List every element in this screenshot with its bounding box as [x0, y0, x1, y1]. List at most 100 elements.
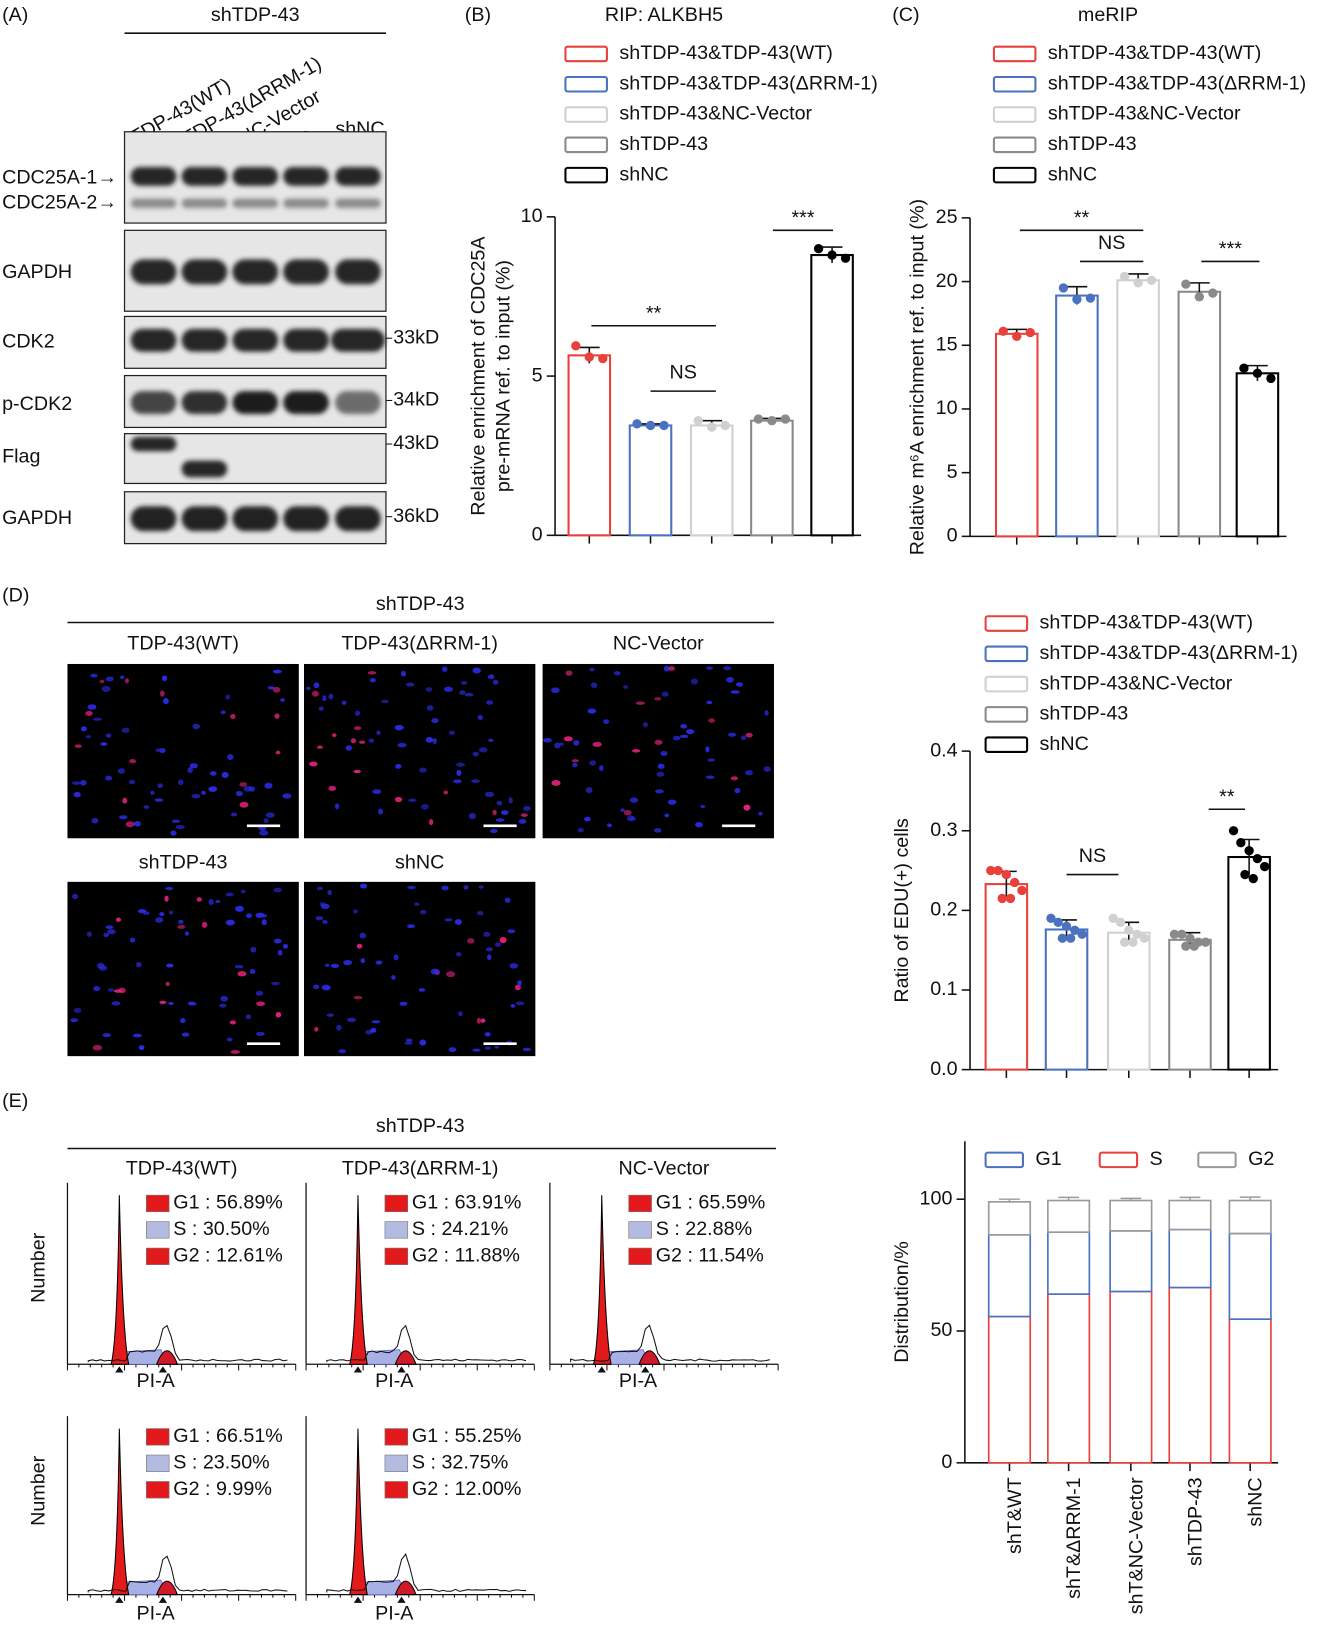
data-point [1244, 845, 1254, 856]
nucleus [318, 706, 324, 711]
nucleus [504, 897, 511, 903]
nucleus [275, 750, 281, 755]
nucleus [463, 885, 469, 890]
nucleus [359, 932, 367, 939]
stat-icon [384, 1481, 409, 1499]
nucleus [102, 1033, 112, 1038]
row-label: Flag [2, 446, 40, 468]
histogram-g2 [155, 1580, 179, 1596]
nucleus [119, 815, 128, 820]
stat-icon [628, 1194, 652, 1213]
data-point [1133, 278, 1143, 288]
nucleus [274, 713, 280, 719]
nucleus [472, 1048, 481, 1052]
nucleus [250, 946, 257, 953]
band [232, 506, 279, 532]
data-point [993, 865, 1003, 876]
nucleus [335, 803, 340, 810]
nucleus [105, 676, 114, 682]
nucleus [313, 682, 320, 689]
data-point [1181, 279, 1191, 289]
nucleus [225, 694, 231, 700]
band [283, 198, 329, 209]
nucleus [316, 745, 324, 749]
legend-icon [984, 615, 1029, 632]
legend-icon [984, 645, 1029, 663]
nucleus [336, 1024, 342, 1031]
nucleus [369, 678, 376, 683]
flow-y-label: Number [28, 1455, 50, 1526]
data-point [1194, 292, 1204, 302]
nucleus [495, 818, 505, 822]
nucleus [393, 954, 399, 961]
nucleus [543, 738, 552, 743]
nucleus [136, 961, 142, 968]
nucleus [73, 1007, 82, 1014]
y-tick-label: 0.3 [930, 819, 957, 841]
x-tick-label: shT&NC-Vector [1125, 1477, 1147, 1614]
nucleus [455, 762, 466, 767]
nucleus [472, 751, 479, 757]
nucleus [72, 781, 81, 785]
histogram-g2 [394, 1580, 417, 1596]
nucleus [472, 667, 481, 674]
bar [1044, 928, 1089, 1071]
nucleus [728, 732, 737, 737]
nucleus [500, 810, 509, 815]
blot-group: shTDP-43 [211, 4, 300, 26]
y-tick-label: 5 [532, 364, 543, 386]
bar-segment [1228, 1199, 1272, 1235]
nucleus [510, 1003, 516, 1008]
nucleus [165, 981, 170, 987]
nucleus [484, 791, 495, 798]
nucleus [660, 750, 668, 757]
nucleus [150, 790, 155, 795]
nucleus [103, 932, 110, 938]
legend-icon [992, 136, 1037, 154]
nucleus [122, 797, 128, 804]
histogram-g1 [592, 1195, 612, 1365]
bar-segment [1168, 1199, 1212, 1231]
nucleus [313, 984, 320, 990]
nucleus [518, 818, 527, 824]
data-point [1248, 873, 1258, 884]
stat-label: S : 23.50% [173, 1452, 269, 1474]
nucleus [267, 686, 275, 690]
legend-label: shTDP-43&NC-Vector [1040, 672, 1233, 694]
nucleus [208, 786, 218, 793]
gate-marker [158, 1366, 168, 1373]
nucleus [468, 812, 476, 820]
marker-label: 33kD [393, 326, 439, 348]
nucleus [87, 704, 97, 710]
panel-label: (D) [2, 585, 29, 607]
row-label: GAPDH [2, 261, 72, 283]
nucleus [157, 783, 163, 789]
nucleus [592, 741, 602, 747]
nucleus [441, 885, 449, 891]
nucleus [155, 748, 161, 752]
nucleus [686, 729, 695, 735]
nucleus [764, 710, 769, 716]
nucleus [97, 962, 105, 969]
bar [750, 419, 794, 537]
nucleus [700, 804, 706, 809]
band [232, 328, 279, 352]
nucleus [282, 793, 292, 799]
bar [1055, 294, 1099, 538]
nucleus [230, 713, 236, 719]
flow-title: NC-Vector [619, 1157, 710, 1179]
nucleus [246, 913, 252, 919]
bar [1116, 279, 1160, 538]
nucleus [161, 675, 168, 682]
nucleus [420, 804, 429, 810]
data-point [571, 341, 581, 351]
data-point [1046, 913, 1056, 924]
stat-icon [145, 1221, 170, 1239]
nucleus [226, 1037, 233, 1042]
nucleus [523, 806, 531, 811]
flow-x-label: PI-A [619, 1370, 658, 1392]
data-point [1132, 929, 1142, 939]
band [181, 198, 228, 209]
nucleus [86, 931, 92, 937]
micrograph [304, 881, 536, 1057]
